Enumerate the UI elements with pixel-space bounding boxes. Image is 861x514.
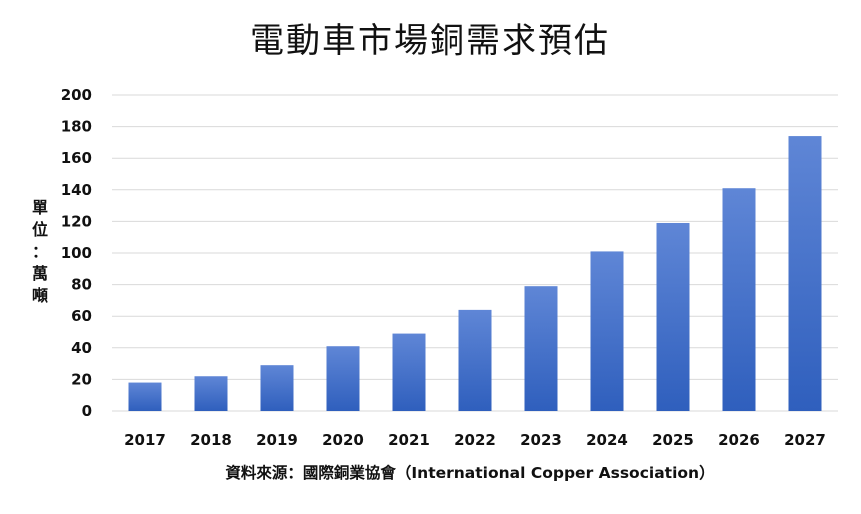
bar-2020 xyxy=(326,346,360,411)
x-tick-label: 2024 xyxy=(586,431,628,449)
bar-2017 xyxy=(128,382,162,411)
bar-2021 xyxy=(392,333,426,411)
y-tick-label: 60 xyxy=(71,307,92,325)
y-axis-ticks: 0 20 40 60 80 100 120 140 160 180 200 xyxy=(61,86,92,420)
x-tick-label: 2020 xyxy=(322,431,364,449)
y-tick-label: 200 xyxy=(61,86,92,104)
x-tick-label: 2022 xyxy=(454,431,496,449)
bar-2023 xyxy=(524,286,558,411)
y-axis-label-text: 單位：萬噸 xyxy=(32,198,48,305)
y-tick-label: 40 xyxy=(71,339,92,357)
y-axis-label: 單位：萬噸 xyxy=(32,198,48,305)
y-tick-label: 100 xyxy=(61,244,92,262)
x-tick-label: 2023 xyxy=(520,431,562,449)
bar-2024 xyxy=(590,251,624,411)
y-tick-label: 180 xyxy=(61,118,92,136)
x-tick-label: 2019 xyxy=(256,431,298,449)
y-tick-label: 20 xyxy=(71,370,92,388)
bar-2022 xyxy=(458,309,492,411)
y-tick-label: 120 xyxy=(61,212,92,230)
gridlines xyxy=(112,94,838,412)
y-tick-label: 140 xyxy=(61,181,92,199)
bar-2018 xyxy=(194,376,228,411)
bar-2025 xyxy=(656,222,690,411)
y-tick-label: 80 xyxy=(71,276,92,294)
x-tick-label: 2021 xyxy=(388,431,430,449)
x-axis-ticks: 2017 2018 2019 2020 2021 2022 2023 2024 2025 2026… xyxy=(124,431,826,449)
bar-2026 xyxy=(722,188,756,411)
x-tick-label: 2017 xyxy=(124,431,166,449)
x-tick-label: 2025 xyxy=(652,431,694,449)
y-tick-label: 160 xyxy=(61,149,92,167)
bar-2027 xyxy=(788,136,822,411)
chart-title: 電動車市場銅需求預估 xyxy=(250,21,610,61)
x-tick-label: 2026 xyxy=(718,431,760,449)
bars xyxy=(128,136,822,411)
source-note: 資料來源：國際銅業協會（International Copper Associa… xyxy=(225,463,714,482)
x-tick-label: 2027 xyxy=(784,431,826,449)
y-tick-label: 0 xyxy=(82,402,92,420)
bar-2019 xyxy=(260,365,294,411)
x-tick-label: 2018 xyxy=(190,431,232,449)
